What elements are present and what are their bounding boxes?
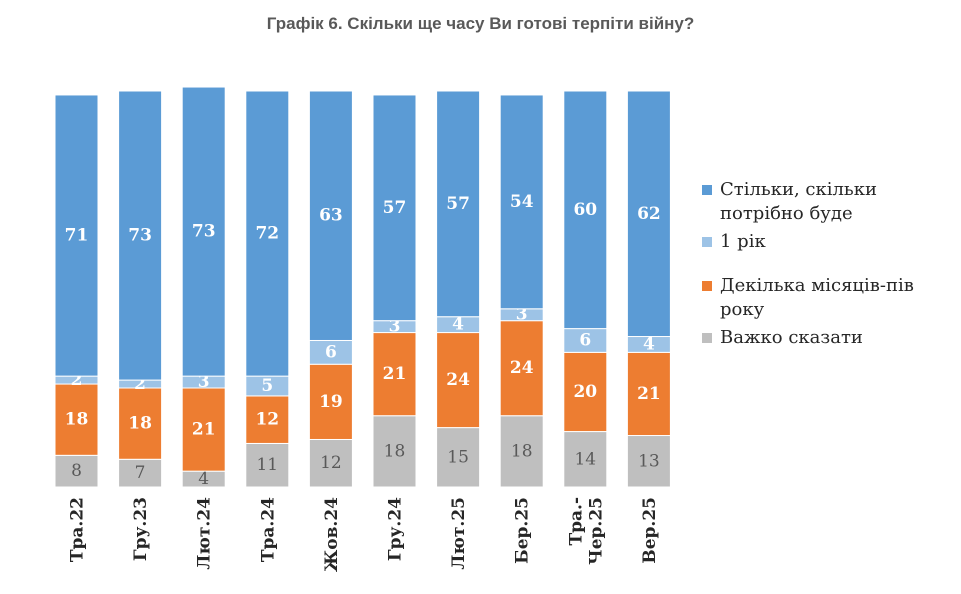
bar-segment <box>372 332 417 417</box>
bar-segment <box>563 351 608 433</box>
data-label: 8 <box>71 461 82 481</box>
data-label: 60 <box>573 200 597 220</box>
x-tick-label: Вер.25 <box>640 497 660 564</box>
data-label: 21 <box>637 384 661 404</box>
bar-segment <box>626 351 671 437</box>
bar-segment <box>372 415 417 488</box>
data-label: 24 <box>510 358 534 378</box>
data-label: 18 <box>128 414 152 434</box>
data-label: 15 <box>447 447 469 467</box>
data-label: 24 <box>446 370 470 390</box>
data-label: 57 <box>446 194 470 214</box>
bar-segment <box>181 86 226 377</box>
legend-item: Декілька місяців-пів року <box>702 274 952 322</box>
data-label: 62 <box>637 204 661 224</box>
bar-segment <box>499 415 544 488</box>
x-tick-label: Жов.24 <box>322 497 342 572</box>
data-label: 4 <box>643 334 655 354</box>
data-label: 71 <box>65 226 89 246</box>
data-label: 20 <box>573 382 597 402</box>
x-tick-label: Тра.-Чер.25 <box>566 497 606 565</box>
data-label: 14 <box>574 449 596 469</box>
x-tick-label: Тра.22 <box>68 497 88 562</box>
bar-segment <box>245 442 290 488</box>
data-label: 2 <box>71 370 83 390</box>
data-label: 2 <box>134 374 146 394</box>
bar-segment <box>245 90 290 377</box>
bar-segment <box>54 94 99 377</box>
data-label: 63 <box>319 206 343 226</box>
data-label: 12 <box>255 410 279 430</box>
legend-label: Декілька місяців-пів року <box>720 275 914 320</box>
data-label: 19 <box>319 392 343 412</box>
data-label: 6 <box>325 342 337 362</box>
bar-segment <box>308 363 353 440</box>
data-label: 73 <box>128 226 152 246</box>
bar-segment <box>563 431 608 488</box>
bar-segment <box>436 90 481 318</box>
legend-label: Стільки, скільки потрібно буде <box>720 179 877 224</box>
legend-item: 1 рік <box>702 230 952 254</box>
data-label: 3 <box>389 317 401 337</box>
data-label: 3 <box>198 372 210 392</box>
legend-item: Важко сказати <box>702 326 952 350</box>
bar-segment <box>308 438 353 488</box>
bar-segment <box>308 90 353 341</box>
bar-segment <box>626 90 671 338</box>
x-tick-label: Лют.25 <box>449 497 469 570</box>
data-label: 18 <box>65 410 89 430</box>
x-tick-label: Лют.24 <box>195 497 215 570</box>
legend-item: Стільки, скільки потрібно буде <box>702 178 952 226</box>
bar-segment <box>181 387 226 472</box>
data-label: 13 <box>638 451 660 471</box>
data-label: 73 <box>192 222 216 242</box>
legend-label: Важко сказати <box>720 327 863 348</box>
data-label: 21 <box>383 364 407 384</box>
data-label: 5 <box>261 376 273 396</box>
data-label: 54 <box>510 192 534 212</box>
chart-legend: Стільки, скільки потрібно буде 1 рік Декіл… <box>702 178 952 350</box>
x-tick-label: Тра.24 <box>258 497 278 562</box>
legend-label: 1 рік <box>720 231 766 252</box>
data-label: 57 <box>383 198 407 218</box>
data-label: 18 <box>384 441 406 461</box>
bar-segment <box>118 90 163 381</box>
bar-segment <box>372 94 417 322</box>
legend-swatch <box>702 237 712 247</box>
data-label: 7 <box>135 463 146 483</box>
chart-title: Графік 6. Скільки ще часу Ви готові терп… <box>266 14 695 33</box>
legend-swatch <box>702 281 712 291</box>
bar-segment <box>626 435 671 488</box>
bar-segment <box>563 90 608 330</box>
bar-segment <box>436 332 481 429</box>
data-label: 4 <box>452 315 464 335</box>
bar-segment <box>436 427 481 488</box>
data-label: 72 <box>255 224 279 244</box>
data-label: 11 <box>256 455 278 475</box>
data-label: 18 <box>511 441 533 461</box>
x-tick-label: Гру.23 <box>131 497 151 561</box>
x-tick-label: Бер.25 <box>513 497 533 564</box>
data-label: 12 <box>320 453 342 473</box>
data-label: 21 <box>192 420 216 440</box>
legend-swatch <box>702 185 712 195</box>
legend-swatch <box>702 333 712 343</box>
bar-segment <box>499 94 544 310</box>
bar-segment <box>118 458 163 488</box>
data-label: 6 <box>579 330 591 350</box>
data-label: 4 <box>198 469 209 489</box>
x-tick-label: Гру.24 <box>386 497 406 561</box>
data-label: 3 <box>516 305 528 325</box>
